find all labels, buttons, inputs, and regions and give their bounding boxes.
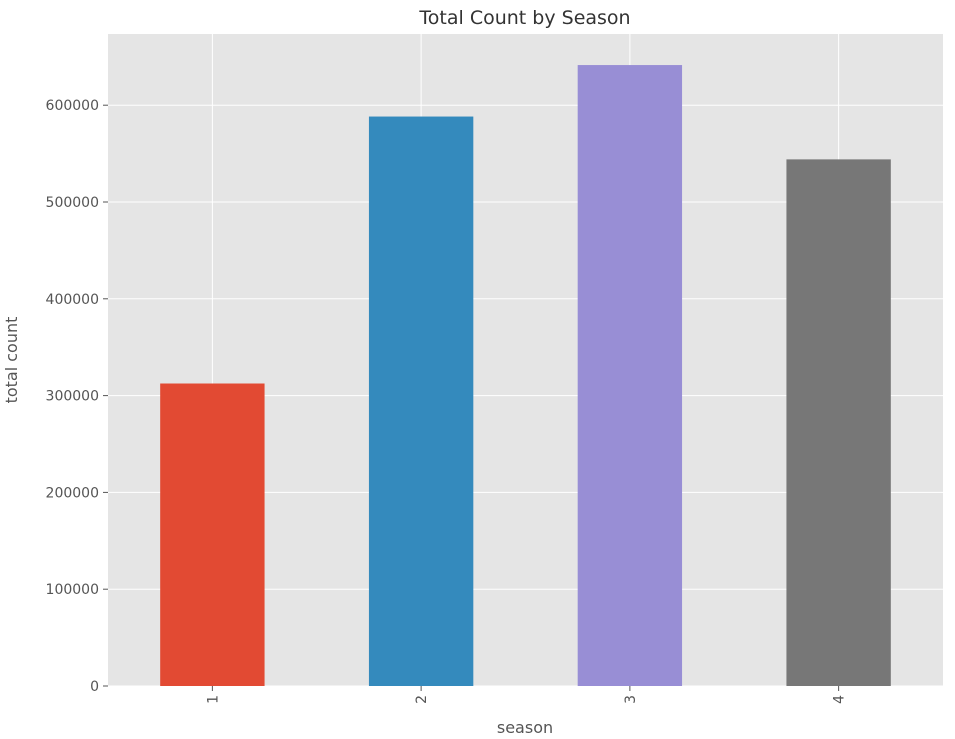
- x-axis-ticks: 1 2 3 4: [205, 686, 848, 704]
- y-tick-label: 500000: [46, 195, 99, 211]
- bar-season-3: [577, 65, 683, 686]
- y-tick-label: 600000: [46, 98, 99, 114]
- y-tick-label: 400000: [46, 292, 99, 308]
- y-tick-label: 100000: [46, 582, 99, 598]
- y-tick-label: 200000: [46, 485, 99, 501]
- x-axis-label: season: [497, 718, 553, 737]
- x-tick-label: 1: [205, 695, 221, 704]
- y-axis-ticks: 0 100000 200000 300000 400000 500000 600000: [46, 98, 108, 695]
- y-axis-label: total count: [2, 317, 21, 404]
- x-tick-label: 4: [832, 695, 848, 704]
- y-tick-label: 0: [90, 679, 99, 695]
- chart-title: Total Count by Season: [418, 7, 630, 29]
- bar-season-4: [786, 159, 891, 687]
- x-tick-label: 3: [623, 695, 639, 704]
- bar-season-1: [160, 383, 265, 686]
- bars: [160, 65, 891, 687]
- x-tick-label: 2: [414, 695, 430, 704]
- bar-season-2: [368, 116, 474, 686]
- y-tick-label: 300000: [46, 389, 99, 405]
